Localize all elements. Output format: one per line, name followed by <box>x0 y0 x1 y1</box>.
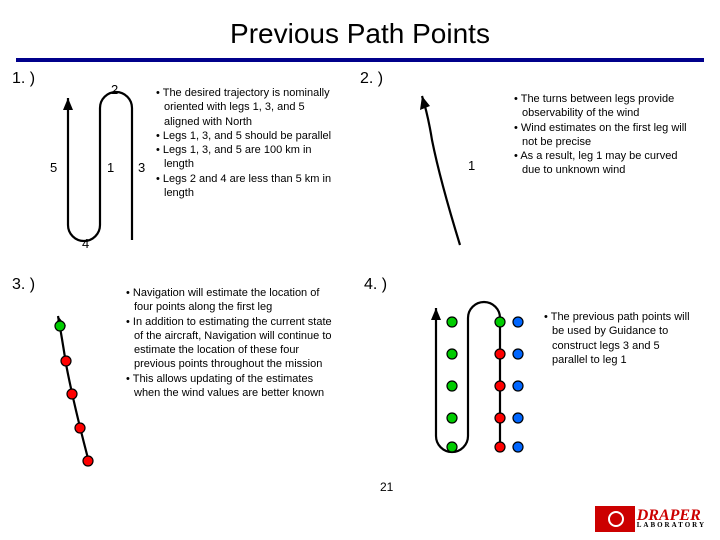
draper-logo: DRAPER LABORATORY <box>595 506 706 532</box>
panel-2-label: 2. ) <box>360 70 383 88</box>
panel-2-svg <box>390 70 510 260</box>
panel-4-label: 4. ) <box>364 276 387 294</box>
p4-l1-d1 <box>495 349 505 359</box>
p4-l1-d3 <box>495 413 505 423</box>
panel-1-arrow <box>63 98 73 110</box>
page-number: 21 <box>380 480 393 494</box>
p4-l1-d2 <box>495 381 505 391</box>
leg5-label: 5 <box>50 160 57 175</box>
p1-b3: Legs 2 and 4 are less than 5 km in lengt… <box>156 172 342 201</box>
p2-b0: The turns between legs provide observabi… <box>514 92 695 121</box>
panel-1: 1. ) 1 2 3 4 5 The desired trajectory is… <box>12 70 360 270</box>
p4-l3-d1 <box>447 349 457 359</box>
panel-4-svg <box>390 282 540 482</box>
logo-sub: LABORATORY <box>637 523 706 529</box>
page-title: Previous Path Points <box>0 0 720 58</box>
p4-l5-d0 <box>513 317 523 327</box>
panel-1-svg <box>12 70 152 260</box>
logo-icon <box>595 506 635 532</box>
panel-4-arrow <box>431 308 441 320</box>
p2-b1: Wind estimates on the first leg will not… <box>514 121 695 150</box>
panel-1-diagram: 1 2 3 4 5 <box>12 70 152 260</box>
panel-2-path <box>422 96 460 245</box>
p3-dot-head <box>55 321 65 331</box>
leg1-label: 1 <box>107 160 114 175</box>
p4-l1-head <box>495 317 505 327</box>
panel-1-path <box>68 92 132 241</box>
panel-3-diagram <box>32 286 122 496</box>
p3-dot3 <box>75 423 85 433</box>
panel-2-arrow <box>420 96 430 110</box>
panel-4-diagram <box>390 282 540 482</box>
panel-2-bullets: The turns between legs provide observabi… <box>510 92 695 270</box>
panel-4: 4. ) <box>360 270 708 500</box>
p3-b0: Navigation will estimate the location of… <box>126 286 337 315</box>
panel-2-diagram: 1 <box>390 70 510 260</box>
panel-2: 2. ) 1 The turns between legs provide ob… <box>360 70 708 270</box>
p4-l3-d4 <box>447 442 457 452</box>
p4-b0: The previous path points will be used by… <box>544 310 690 367</box>
logo-text: DRAPER LABORATORY <box>637 509 706 529</box>
p4-l5-d2 <box>513 381 523 391</box>
panel-4-path <box>436 302 500 452</box>
p1-b2: Legs 1, 3, and 5 are 100 km in length <box>156 143 342 172</box>
leg4-label: 4 <box>82 236 89 251</box>
panel-4-bullets: The previous path points will be used by… <box>540 310 690 500</box>
p1-b0: The desired trajectory is nominally orie… <box>156 86 342 129</box>
panel-1-bullets: The desired trajectory is nominally orie… <box>152 86 342 270</box>
leg3-label: 3 <box>138 160 145 175</box>
leg2-label: 2 <box>111 82 118 97</box>
title-rule <box>16 58 704 62</box>
p3-dot1 <box>61 356 71 366</box>
p2-leg1-label: 1 <box>468 158 475 173</box>
panel-3: 3. ) Navigation will estimate the locati… <box>12 270 360 500</box>
content-grid: 1. ) 1 2 3 4 5 The desired trajectory is… <box>0 70 720 500</box>
p3-dot4 <box>83 456 93 466</box>
p3-b2: This allows updating of the estimates wh… <box>126 372 337 401</box>
p4-l5-d4 <box>513 442 523 452</box>
p1-b1: Legs 1, 3, and 5 should be parallel <box>156 129 342 143</box>
p4-l3-d0 <box>447 317 457 327</box>
p4-l3-d2 <box>447 381 457 391</box>
p4-l5-d1 <box>513 349 523 359</box>
p3-dot2 <box>67 389 77 399</box>
p3-b1: In addition to estimating the current st… <box>126 315 337 372</box>
p4-l3-d3 <box>447 413 457 423</box>
p4-l5-d3 <box>513 413 523 423</box>
p4-l1-d4 <box>495 442 505 452</box>
panel-3-svg <box>32 286 122 486</box>
p2-b2: As a result, leg 1 may be curved due to … <box>514 149 695 178</box>
panel-3-bullets: Navigation will estimate the location of… <box>122 286 337 500</box>
